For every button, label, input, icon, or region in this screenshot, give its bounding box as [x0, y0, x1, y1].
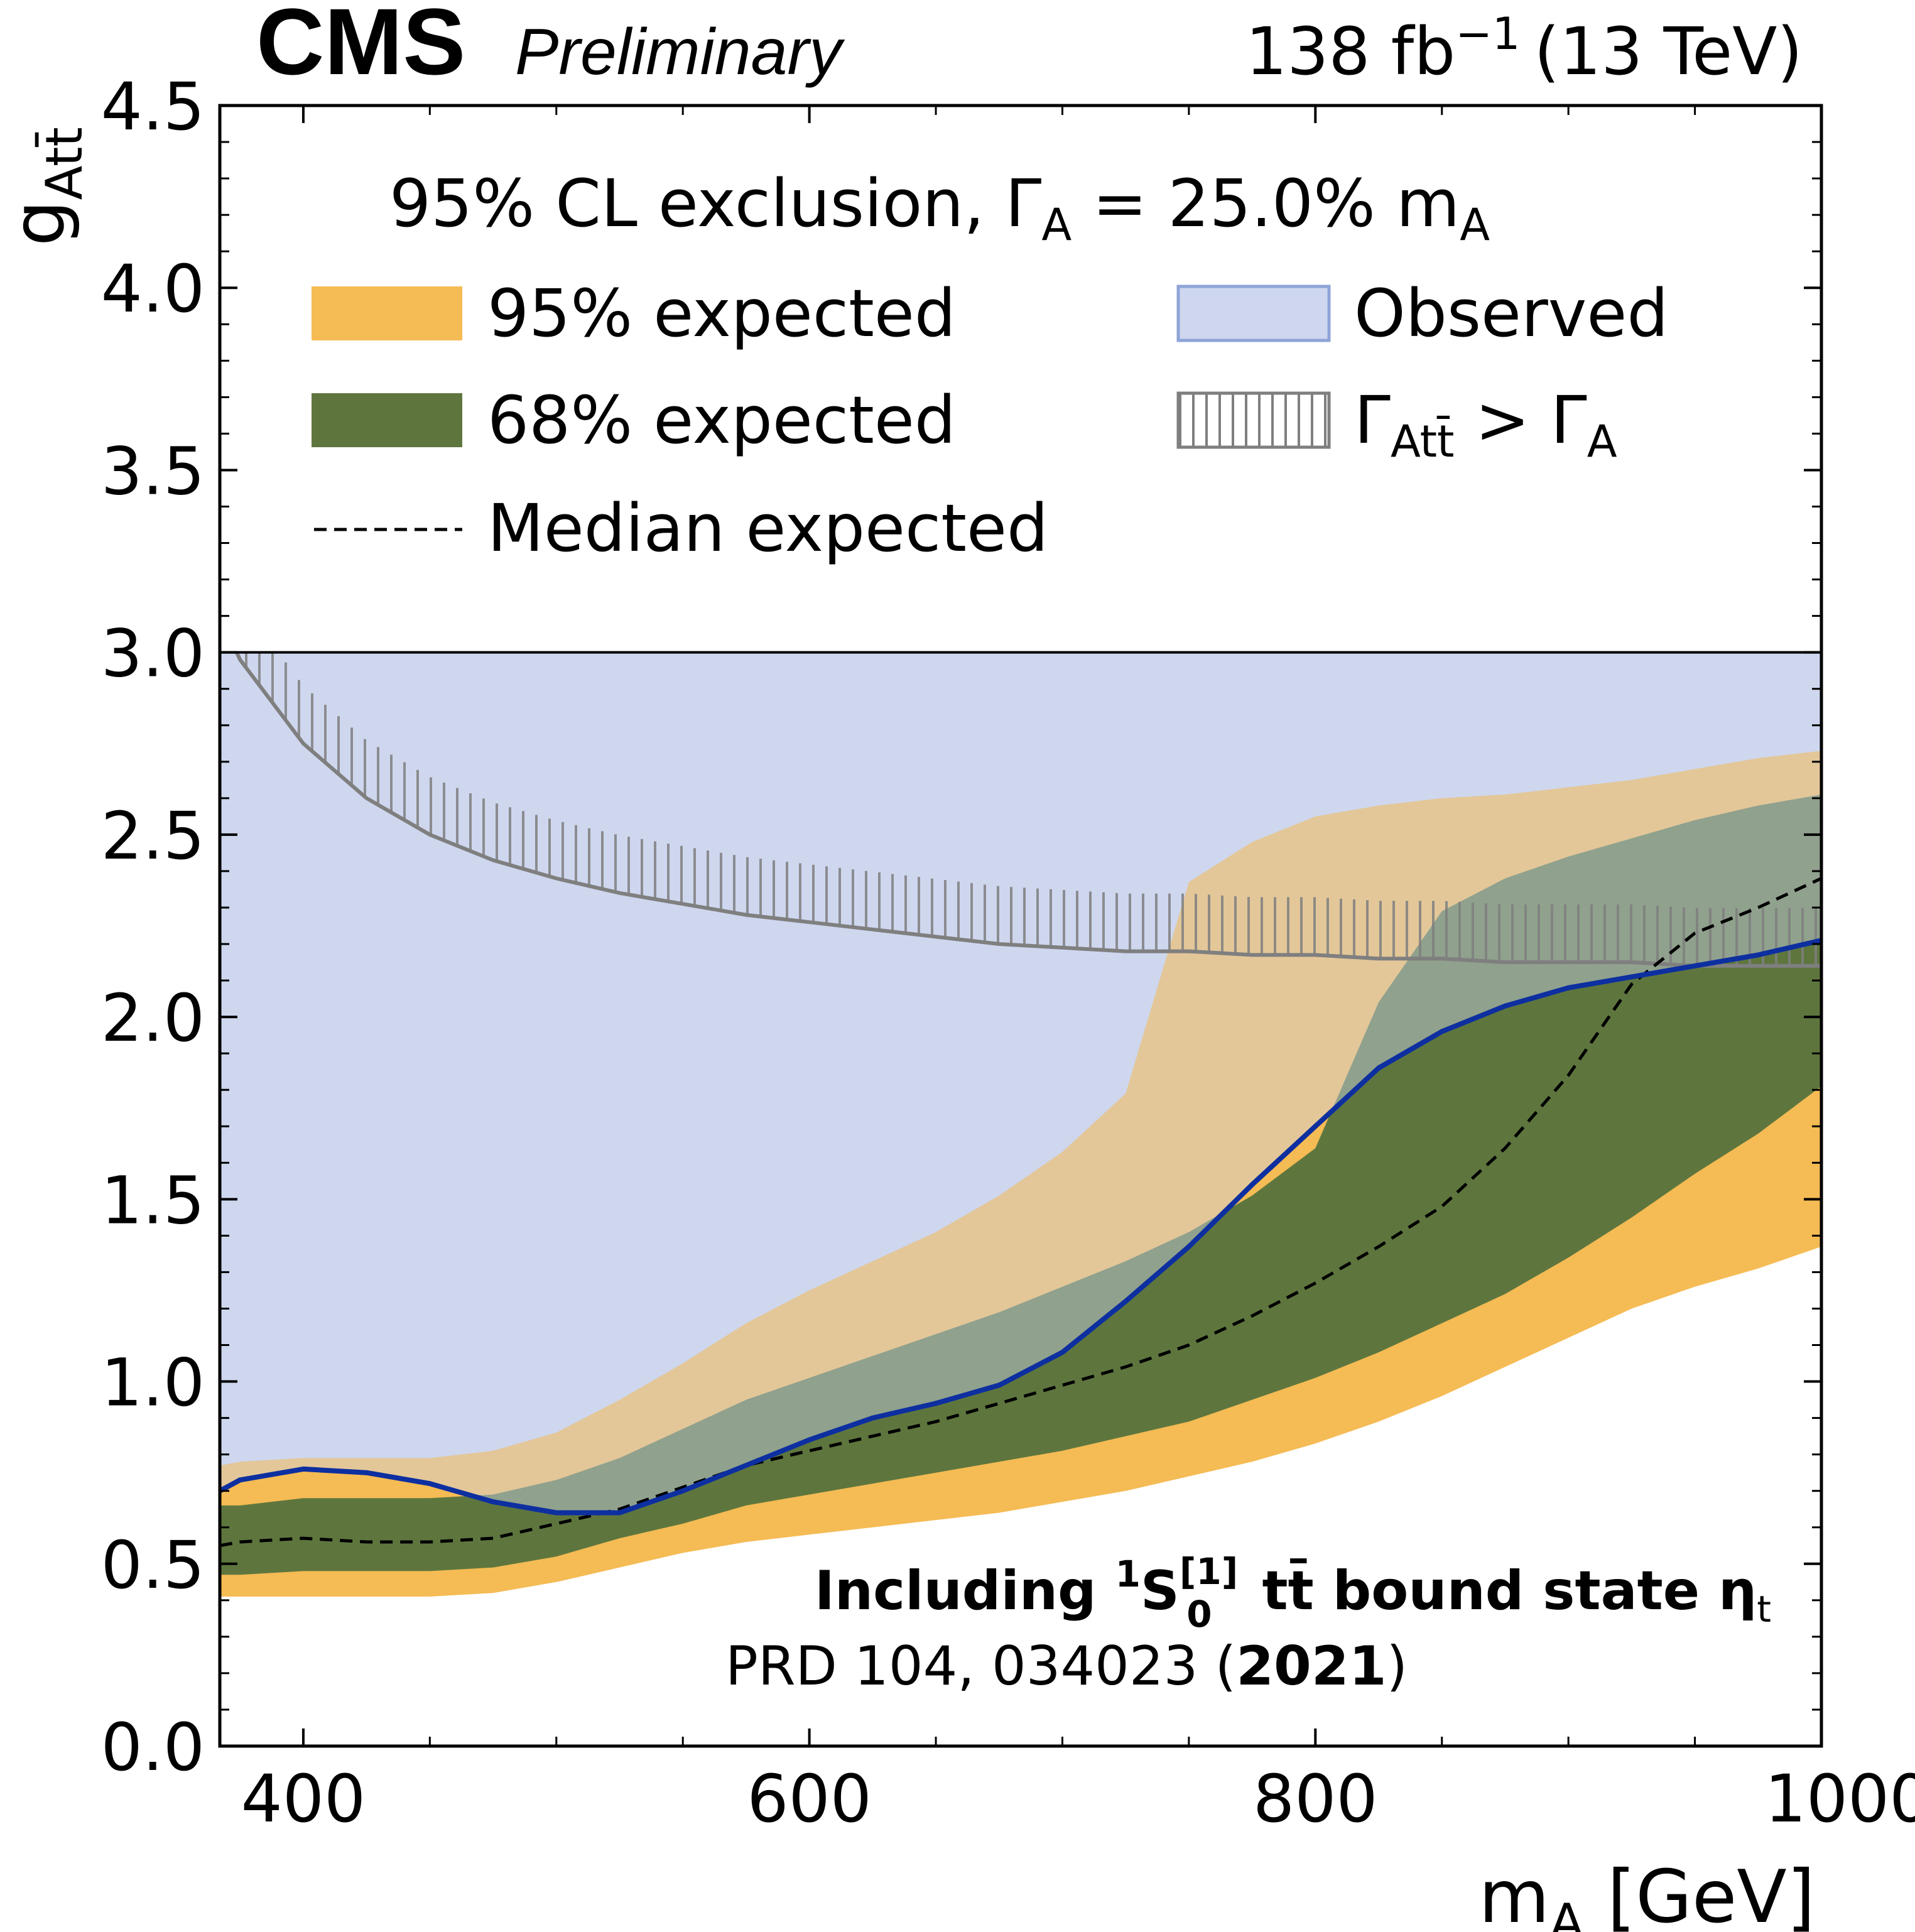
lumi-label: 138 fb−1 (13 TeV): [1245, 8, 1803, 90]
observed-point: [680, 1488, 686, 1494]
legend: 95% CL exclusion, ΓA = 25.0% mA 95% expe…: [312, 165, 1668, 567]
observed-point: [237, 1477, 243, 1483]
observed-point: [1249, 1182, 1255, 1188]
legend-label-68: 68% expected: [487, 382, 956, 459]
observed-point: [1060, 1350, 1065, 1355]
annotation-line1: Including 1S[1] 0 tt̄ bound state ηt: [815, 1550, 1771, 1636]
observed-point: [1376, 1065, 1381, 1071]
x-tick-label: 800: [1253, 1761, 1378, 1837]
band-68-expected: [220, 795, 1821, 1575]
observed-point: [1313, 1124, 1318, 1129]
observed-point: [1629, 974, 1634, 980]
preliminary-label: Preliminary: [515, 16, 845, 89]
y-tick-label: 0.0: [101, 1709, 205, 1786]
y-tick-label: 4.5: [101, 68, 205, 145]
observed-point: [1502, 1003, 1508, 1009]
y-tick-label: 2.0: [101, 980, 205, 1056]
lumi-exponent: −1: [1455, 8, 1520, 60]
y-tick-label: 2.5: [101, 798, 205, 874]
x-tick-label: 1000: [1765, 1761, 1915, 1837]
median-expected-line: [220, 877, 1821, 1548]
cms-label: CMS: [256, 0, 465, 94]
axis-ticks: 0.0 0.5 1.0 1.5 2.0 2.5 3.0 3.5 4.0 4.5 400 600 800 1…: [101, 68, 1915, 1837]
limit-lines: [220, 877, 1821, 1548]
observed-point: [1566, 985, 1571, 990]
observed-point: [427, 1481, 433, 1487]
annotation-line2: PRD 104, 034023 (2021): [725, 1635, 1408, 1698]
plot-frame: [218, 104, 1823, 1748]
observed-overlay: [220, 652, 1821, 1513]
observed-point: [364, 1470, 369, 1475]
legend-title: 95% CL exclusion, ΓA = 25.0% mA: [389, 165, 1490, 251]
y-tick-label: 3.0: [101, 616, 205, 692]
observed-point: [870, 1415, 876, 1421]
observed-point: [617, 1510, 622, 1516]
observed-point: [300, 1466, 306, 1472]
observed-point: [743, 1463, 749, 1468]
observed-point: [1692, 963, 1698, 969]
observed-point: [1123, 1298, 1129, 1304]
y-tick-label: 0.5: [101, 1527, 205, 1604]
lumi-base: 138 fb: [1245, 13, 1455, 90]
expected-bands: [220, 652, 1821, 1597]
y-tick-label: 1.0: [101, 1345, 205, 1421]
legend-swatch-95: [312, 286, 462, 340]
y-tick-label: 3.5: [101, 433, 205, 509]
y-axis-label: gAtt̄: [0, 127, 94, 246]
observed-point: [996, 1382, 1002, 1388]
legend-swatch-observed: [1176, 285, 1331, 342]
observed-point: [491, 1499, 496, 1505]
unphysical-region: [234, 652, 1821, 968]
unphysical-boundary-line: [234, 652, 1821, 968]
observed-point: [553, 1510, 559, 1516]
legend-swatch-68: [312, 393, 462, 447]
observed-point: [933, 1401, 938, 1406]
x-tick-label: 400: [241, 1761, 366, 1837]
legend-label-95: 95% expected: [487, 275, 956, 352]
legend-swatch-unphysical: [1176, 391, 1331, 449]
legend-label-unphysical: ΓAtt̄ > ΓA: [1354, 382, 1617, 467]
observed-point: [1186, 1244, 1191, 1249]
x-tick-label: 600: [747, 1761, 872, 1837]
x-axis-label: mA [GeV]: [1478, 1855, 1815, 1932]
y-tick-label: 1.5: [101, 1162, 205, 1239]
observed-point: [1439, 1029, 1445, 1034]
observed-point: [1755, 952, 1761, 958]
energy-label: (13 TeV): [1534, 13, 1803, 90]
legend-label-observed: Observed: [1354, 275, 1668, 352]
y-tick-label: 4.0: [101, 251, 205, 327]
legend-label-median: Median expected: [487, 490, 1048, 567]
observed-point: [806, 1437, 812, 1443]
